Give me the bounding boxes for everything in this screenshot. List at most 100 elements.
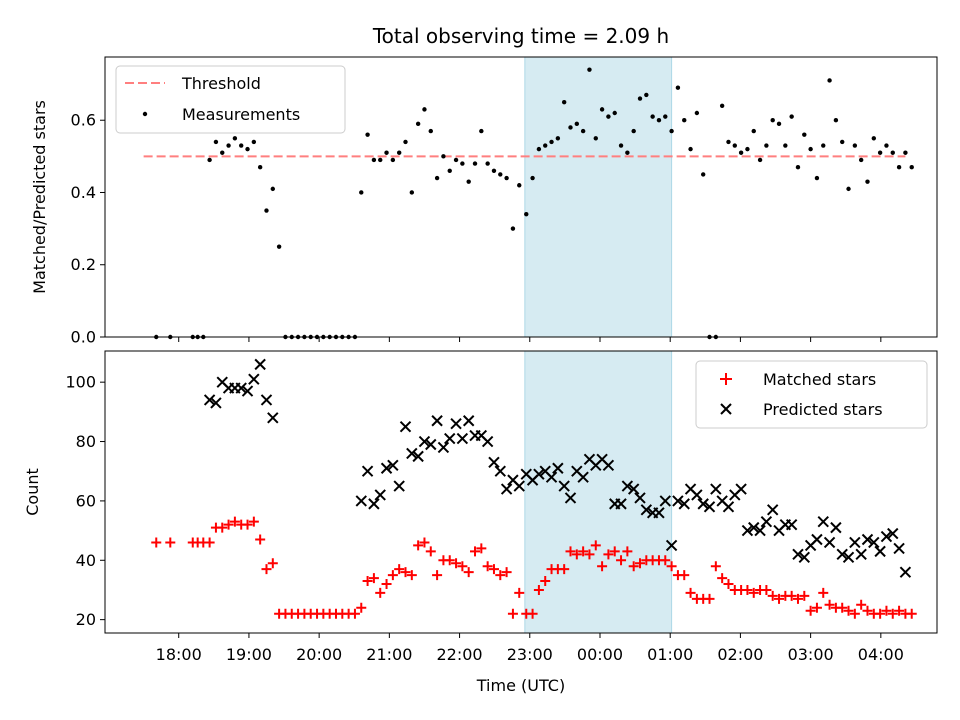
measurement-point	[365, 132, 370, 137]
matched-star-point	[717, 573, 728, 584]
measurement-point	[783, 143, 788, 148]
predicted-star-point	[634, 492, 646, 504]
predicted-star-point	[444, 432, 456, 445]
threshold-legend-label: Threshold	[181, 74, 261, 93]
measurement-point	[751, 128, 756, 134]
predicted-star-point	[380, 462, 393, 474]
measurement-point	[422, 107, 427, 112]
measurement-point	[498, 172, 503, 177]
matched-star-point	[571, 549, 582, 560]
predicted-star-point	[653, 507, 665, 519]
matched-star-point	[843, 605, 854, 616]
matched-star-point	[375, 587, 386, 598]
predicted-star-point	[437, 441, 450, 454]
measurement-point	[789, 114, 794, 119]
predicted-star-point	[703, 501, 716, 513]
measurement-point	[530, 175, 535, 181]
measurement-point	[384, 150, 389, 155]
measurement-point	[574, 121, 580, 127]
matched-star-point	[165, 537, 176, 548]
matched-star-point	[635, 558, 646, 569]
matched-star-point	[540, 576, 551, 587]
predicted-star-point	[431, 415, 443, 427]
measurement-point	[453, 157, 459, 163]
matched-star-point	[748, 587, 759, 598]
matched-legend-label: Matched stars	[763, 370, 876, 389]
predicted-star-point	[627, 483, 640, 495]
measurement-point	[257, 164, 263, 170]
measurement-point	[625, 150, 630, 155]
predicted-star-point	[387, 459, 399, 471]
predicted-star-point	[621, 480, 634, 492]
matched-star-point	[824, 599, 835, 610]
predicted-star-point	[766, 504, 779, 516]
matched-star-point	[856, 599, 867, 610]
bottom-y-axis: 20 40 60 80 100	[65, 373, 105, 629]
measurement-point	[903, 150, 908, 155]
predicted-star-point	[481, 435, 494, 448]
matched-star-point	[774, 593, 785, 604]
measurement-point	[846, 186, 851, 192]
measurement-point	[441, 154, 446, 159]
matched-star-point	[451, 558, 462, 569]
matched-star-point	[501, 567, 512, 578]
matched-star-point	[432, 570, 443, 581]
predicted-stars-series	[203, 358, 912, 578]
measurement-point	[890, 150, 895, 155]
measurement-point	[669, 128, 674, 134]
predicted-star-point	[849, 536, 861, 549]
measurement-point	[821, 143, 826, 148]
measurement-point	[359, 190, 364, 195]
matched-star-point	[394, 564, 405, 575]
predicted-star-point	[602, 459, 615, 471]
measurements-legend-label: Measurements	[182, 105, 300, 124]
bottom-y-tick-label: 40	[76, 551, 96, 570]
matched-star-point	[368, 573, 379, 584]
measurement-point	[808, 146, 813, 152]
measurement-point	[543, 143, 548, 148]
predicted-star-point	[710, 483, 722, 495]
measurement-point	[606, 114, 611, 119]
matched-star-point	[419, 537, 430, 548]
measurement-point	[877, 150, 883, 155]
bottom-y-label: Count	[23, 468, 42, 516]
measurement-point	[631, 128, 636, 134]
measurement-point	[226, 143, 231, 148]
matched-star-point	[356, 602, 367, 613]
predicted-star-point	[462, 415, 475, 427]
predicted-star-point	[241, 385, 254, 397]
matched-star-point	[609, 546, 620, 557]
bottom-y-tick-label: 80	[76, 432, 96, 451]
measurement-point	[858, 157, 864, 163]
measurement-point	[745, 146, 750, 152]
bottom-legend: Matched stars Predicted stars	[695, 360, 928, 429]
predicted-star-point	[665, 539, 678, 552]
measurements-series	[154, 67, 914, 340]
predicted-star-point	[861, 533, 874, 546]
matched-star-point	[849, 608, 860, 619]
bottom-x-tick-label: 20:00	[296, 645, 342, 664]
predicted-star-point	[552, 462, 564, 474]
matched-star-point	[894, 605, 905, 616]
predicted-star-point	[887, 527, 899, 540]
predicted-star-point	[640, 504, 653, 516]
predicted-star-point	[672, 495, 684, 507]
measurement-point	[549, 139, 554, 145]
measurement-point	[390, 157, 396, 163]
matched-star-point	[495, 570, 506, 581]
matched-star-point	[349, 608, 360, 619]
measurement-point	[396, 150, 402, 155]
measurement-point	[270, 186, 276, 192]
measurement-point	[555, 136, 561, 141]
measurement-point	[504, 175, 509, 181]
measurement-point	[726, 139, 731, 145]
predicted-star-point	[754, 524, 766, 537]
predicted-star-point	[874, 545, 886, 558]
matched-star-point	[514, 587, 525, 598]
measurement-point	[378, 157, 383, 163]
measurement-point	[732, 143, 737, 148]
measurement-point	[770, 118, 775, 123]
matched-star-point	[786, 590, 797, 601]
matched-star-point	[887, 608, 898, 619]
